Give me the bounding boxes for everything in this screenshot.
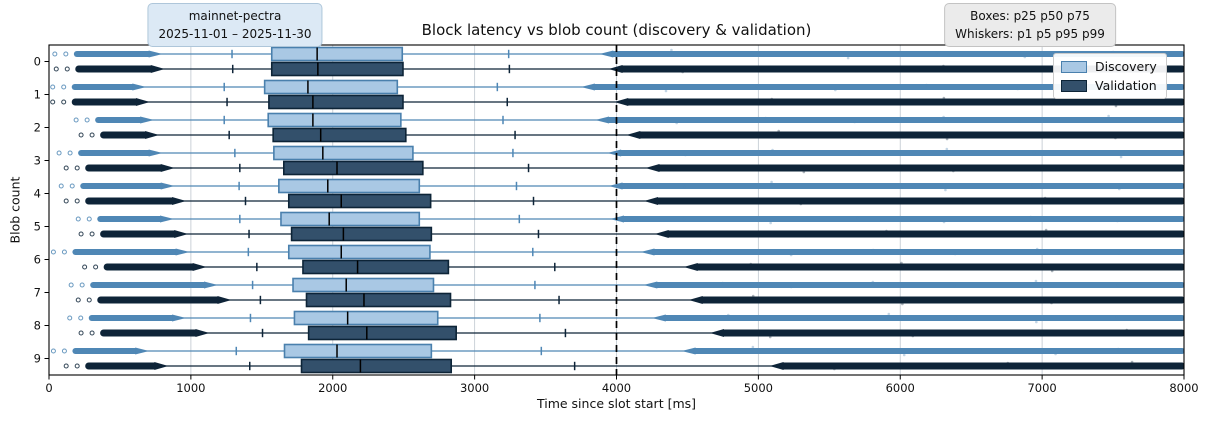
boxplot-discovery-blob-6	[50, 244, 1184, 260]
svg-text:9: 9	[34, 352, 41, 366]
boxplot-validation-blob-8	[78, 325, 1184, 341]
svg-text:1: 1	[34, 88, 41, 102]
boxplot-validation-blob-7	[75, 292, 1184, 308]
boxplot-discovery-blob-0	[52, 46, 1184, 62]
boxplot-discovery-blob-8	[67, 310, 1184, 326]
svg-text:3: 3	[34, 154, 41, 168]
boxplot-discovery-blob-4	[58, 178, 1184, 194]
y-axis-label: Blob count	[7, 176, 23, 244]
boxplot-discovery-blob-7	[68, 277, 1184, 293]
boxplot-validation-blob-4	[63, 193, 1184, 209]
boxplot-discovery-blob-3	[56, 145, 1184, 161]
validation-swatch-icon	[1061, 79, 1087, 92]
dataset-annotation: mainnet-pectra 2025-11-01 – 2025-11-30	[147, 3, 323, 47]
dataset-name: mainnet-pectra	[188, 9, 282, 23]
percentiles-boxes-line: Boxes: p25 p50 p75	[970, 9, 1090, 23]
svg-text:7: 7	[34, 286, 41, 300]
percentiles-annotation: Boxes: p25 p50 p75 Whiskers: p1 p5 p95 p…	[944, 3, 1116, 47]
boxplot-validation-blob-2	[78, 127, 1184, 143]
dataset-daterange: 2025-11-01 – 2025-11-30	[158, 27, 312, 41]
svg-text:4000: 4000	[602, 381, 631, 395]
svg-text:8: 8	[34, 319, 41, 333]
svg-text:1000: 1000	[176, 381, 205, 395]
percentiles-whiskers-line: Whiskers: p1 p5 p95 p99	[955, 27, 1105, 41]
svg-text:0: 0	[34, 55, 41, 69]
x-axis-ticks: 0 1000 2000 3000 4000 5000 6000 7000 8000	[45, 375, 1199, 395]
svg-text:8000: 8000	[1169, 381, 1198, 395]
svg-text:7000: 7000	[1027, 381, 1056, 395]
svg-text:2000: 2000	[318, 381, 347, 395]
svg-text:6000: 6000	[886, 381, 915, 395]
boxplot-validation-blob-5	[78, 226, 1184, 242]
boxplot-discovery-blob-1	[50, 79, 1184, 95]
boxplot-validation-blob-9	[63, 358, 1184, 374]
x-axis-label: Time since slot start [ms]	[536, 396, 697, 411]
svg-text:0: 0	[45, 381, 52, 395]
boxplot-validation-blob-3	[63, 160, 1184, 176]
y-axis-ticks: 0 1 2 3 4 5 6 7 8 9	[34, 55, 49, 366]
boxplot-validation-blob-0	[53, 61, 1184, 77]
legend: Discovery Validation	[1053, 53, 1167, 99]
chart-title: Block latency vs blob count (discovery &…	[421, 21, 812, 39]
boxplot-discovery-blob-5	[75, 211, 1184, 227]
svg-text:2: 2	[34, 121, 41, 135]
svg-text:6: 6	[34, 253, 41, 267]
legend-label-discovery: Discovery	[1095, 59, 1157, 74]
svg-text:3000: 3000	[460, 381, 489, 395]
svg-text:5: 5	[34, 220, 41, 234]
legend-label-validation: Validation	[1095, 78, 1157, 93]
boxplot-validation-blob-1	[50, 94, 1184, 110]
legend-entry-validation: Validation	[1061, 78, 1157, 93]
discovery-swatch-icon	[1061, 60, 1087, 73]
svg-text:5000: 5000	[744, 381, 773, 395]
boxplot-discovery-blob-2	[73, 112, 1184, 128]
svg-text:4: 4	[34, 187, 41, 201]
legend-entry-discovery: Discovery	[1061, 59, 1157, 74]
boxplot-validation-blob-6	[82, 259, 1184, 275]
boxplot-discovery-blob-9	[50, 343, 1184, 359]
